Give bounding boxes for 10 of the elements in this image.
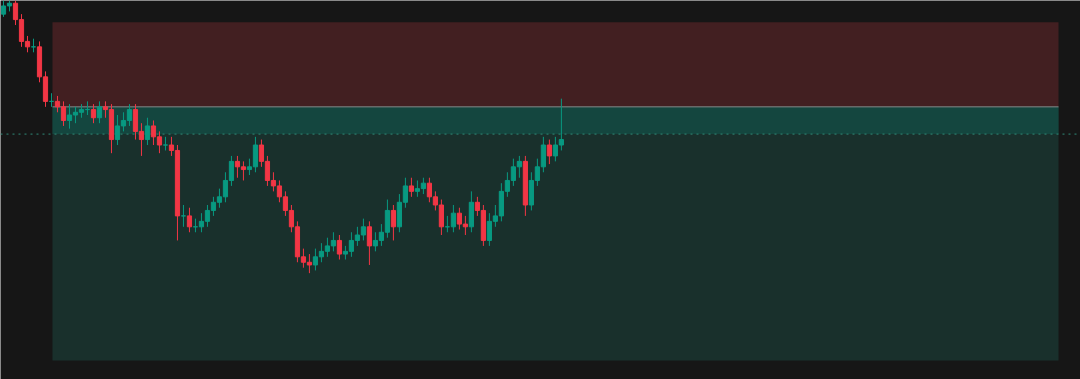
candlestick xyxy=(90,103,97,124)
candlestick xyxy=(390,204,397,241)
candlestick xyxy=(186,207,193,233)
candlestick xyxy=(144,117,151,146)
candlestick xyxy=(366,220,373,266)
candlestick xyxy=(336,234,343,261)
candlestick xyxy=(96,100,103,124)
candlestick xyxy=(546,139,552,165)
candlestick xyxy=(408,177,415,198)
candlestick xyxy=(180,204,187,228)
